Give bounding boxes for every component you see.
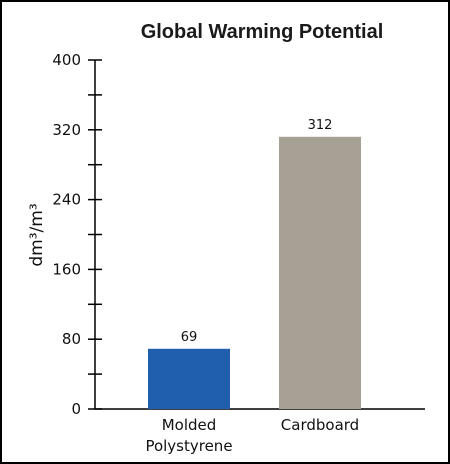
- bar: [148, 348, 230, 409]
- y-tick-label: 400: [52, 51, 81, 69]
- y-tick-label: 0: [71, 400, 81, 418]
- y-tick-label: 320: [52, 121, 81, 139]
- x-tick-label: Cardboard: [281, 416, 359, 434]
- data-label: 312: [308, 118, 333, 133]
- x-axis: Molded Polystyrene Cardboard: [95, 408, 425, 455]
- x-tick-label: Polystyrene: [145, 437, 232, 455]
- bars: 69 312: [148, 118, 361, 409]
- y-axis: 0 80 160 240 320 400: [52, 51, 102, 418]
- x-tick-label: Molded: [162, 416, 217, 434]
- y-tick-label: 80: [62, 330, 81, 348]
- data-label: 69: [181, 330, 198, 345]
- y-tick-label: 240: [52, 191, 81, 209]
- y-axis-label: dm³/m³: [27, 203, 47, 266]
- y-tick-label: 160: [52, 260, 81, 278]
- chart-title: Global Warming Potential: [141, 21, 384, 43]
- bar: [279, 136, 361, 409]
